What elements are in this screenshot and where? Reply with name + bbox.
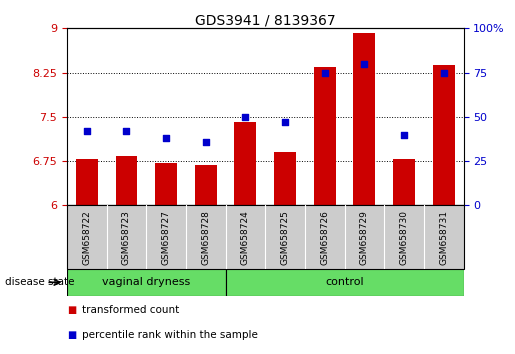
Text: vaginal dryness: vaginal dryness xyxy=(102,277,191,287)
Bar xyxy=(195,165,217,205)
Point xyxy=(241,114,249,120)
Point xyxy=(162,135,170,141)
Text: GSM658723: GSM658723 xyxy=(122,210,131,265)
Text: ■: ■ xyxy=(67,330,76,339)
Text: GSM658730: GSM658730 xyxy=(400,210,408,266)
Point xyxy=(281,119,289,125)
Text: control: control xyxy=(325,277,364,287)
Text: ■: ■ xyxy=(67,305,76,315)
Bar xyxy=(234,121,256,205)
Point xyxy=(123,128,131,134)
Text: GSM658725: GSM658725 xyxy=(281,210,289,265)
Point xyxy=(82,128,91,134)
Text: GSM658728: GSM658728 xyxy=(201,210,210,265)
Bar xyxy=(155,163,177,205)
Bar xyxy=(67,269,226,296)
Point xyxy=(360,61,369,67)
Point xyxy=(400,132,408,137)
Text: GSM658731: GSM658731 xyxy=(439,210,448,266)
Text: GSM658726: GSM658726 xyxy=(320,210,329,265)
Bar xyxy=(393,159,415,205)
Point xyxy=(440,70,448,75)
Bar xyxy=(226,269,464,296)
Point xyxy=(320,70,329,75)
Text: GSM658729: GSM658729 xyxy=(360,210,369,265)
Title: GDS3941 / 8139367: GDS3941 / 8139367 xyxy=(195,13,336,27)
Bar xyxy=(314,67,336,205)
Bar xyxy=(115,156,138,205)
Point xyxy=(202,139,210,144)
Text: GSM658722: GSM658722 xyxy=(82,210,91,265)
Bar xyxy=(274,152,296,205)
Text: GSM658727: GSM658727 xyxy=(162,210,170,265)
Text: transformed count: transformed count xyxy=(82,305,180,315)
Text: disease state: disease state xyxy=(5,277,75,287)
Text: percentile rank within the sample: percentile rank within the sample xyxy=(82,330,259,339)
Bar xyxy=(353,33,375,205)
Text: GSM658724: GSM658724 xyxy=(241,210,250,265)
Bar xyxy=(76,159,98,205)
Bar xyxy=(433,65,455,205)
